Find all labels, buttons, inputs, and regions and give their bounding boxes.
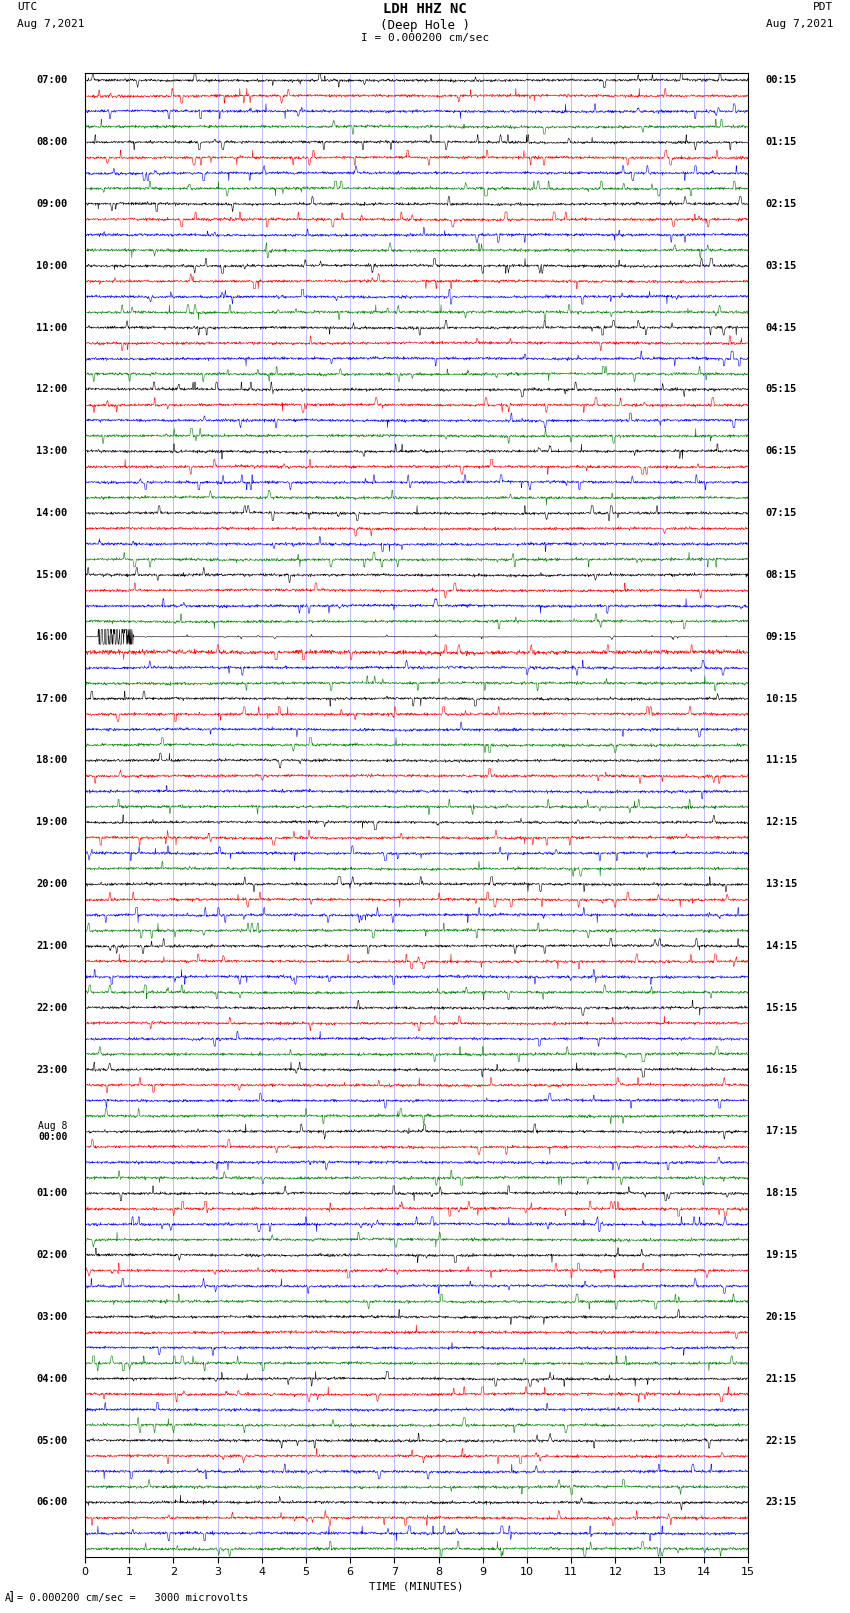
X-axis label: TIME (MINUTES): TIME (MINUTES) [369, 1581, 464, 1590]
Text: 12:00: 12:00 [36, 384, 67, 395]
Text: 22:00: 22:00 [36, 1003, 67, 1013]
Text: 14:15: 14:15 [766, 940, 797, 952]
Text: 12:15: 12:15 [766, 818, 797, 827]
Text: 02:15: 02:15 [766, 198, 797, 210]
Text: 14:00: 14:00 [36, 508, 67, 518]
Text: 21:15: 21:15 [766, 1374, 797, 1384]
Text: 05:15: 05:15 [766, 384, 797, 395]
Text: 16:00: 16:00 [36, 632, 67, 642]
Text: 20:00: 20:00 [36, 879, 67, 889]
Text: 01:00: 01:00 [36, 1189, 67, 1198]
Text: UTC: UTC [17, 3, 37, 13]
Text: 16:15: 16:15 [766, 1065, 797, 1074]
Text: 22:15: 22:15 [766, 1436, 797, 1445]
Text: 03:15: 03:15 [766, 261, 797, 271]
Text: 20:15: 20:15 [766, 1311, 797, 1323]
Text: 18:15: 18:15 [766, 1189, 797, 1198]
Text: 19:15: 19:15 [766, 1250, 797, 1260]
Text: 05:00: 05:00 [36, 1436, 67, 1445]
Text: 00:15: 00:15 [766, 76, 797, 85]
Text: 06:00: 06:00 [36, 1497, 67, 1508]
Text: 07:00: 07:00 [36, 76, 67, 85]
Text: 03:00: 03:00 [36, 1311, 67, 1323]
Text: Aug 7,2021: Aug 7,2021 [17, 18, 84, 29]
Text: 06:15: 06:15 [766, 447, 797, 456]
Text: 18:00: 18:00 [36, 755, 67, 766]
Text: 08:15: 08:15 [766, 569, 797, 581]
Text: 13:00: 13:00 [36, 447, 67, 456]
Text: = 0.000200 cm/sec =   3000 microvolts: = 0.000200 cm/sec = 3000 microvolts [17, 1594, 248, 1603]
Text: 15:15: 15:15 [766, 1003, 797, 1013]
Text: 04:15: 04:15 [766, 323, 797, 332]
Text: I = 0.000200 cm/sec: I = 0.000200 cm/sec [361, 32, 489, 44]
Text: LDH HHZ NC: LDH HHZ NC [383, 3, 467, 16]
Text: 09:15: 09:15 [766, 632, 797, 642]
Text: Aug 8: Aug 8 [38, 1121, 67, 1131]
Text: 15:00: 15:00 [36, 569, 67, 581]
Text: Aug 7,2021: Aug 7,2021 [766, 18, 833, 29]
Text: 01:15: 01:15 [766, 137, 797, 147]
Text: A: A [5, 1594, 11, 1603]
Text: 21:00: 21:00 [36, 940, 67, 952]
Text: 02:00: 02:00 [36, 1250, 67, 1260]
Text: ]: ] [8, 1590, 15, 1603]
Text: 19:00: 19:00 [36, 818, 67, 827]
Text: 11:15: 11:15 [766, 755, 797, 766]
Text: 17:00: 17:00 [36, 694, 67, 703]
Text: 07:15: 07:15 [766, 508, 797, 518]
Text: PDT: PDT [813, 3, 833, 13]
Text: 09:00: 09:00 [36, 198, 67, 210]
Text: 10:15: 10:15 [766, 694, 797, 703]
Text: (Deep Hole ): (Deep Hole ) [380, 18, 470, 32]
Text: 13:15: 13:15 [766, 879, 797, 889]
Text: 11:00: 11:00 [36, 323, 67, 332]
Text: 04:00: 04:00 [36, 1374, 67, 1384]
Text: 23:00: 23:00 [36, 1065, 67, 1074]
Text: 08:00: 08:00 [36, 137, 67, 147]
Text: 23:15: 23:15 [766, 1497, 797, 1508]
Text: 00:00: 00:00 [38, 1132, 67, 1142]
Text: 17:15: 17:15 [766, 1126, 797, 1137]
Text: 10:00: 10:00 [36, 261, 67, 271]
